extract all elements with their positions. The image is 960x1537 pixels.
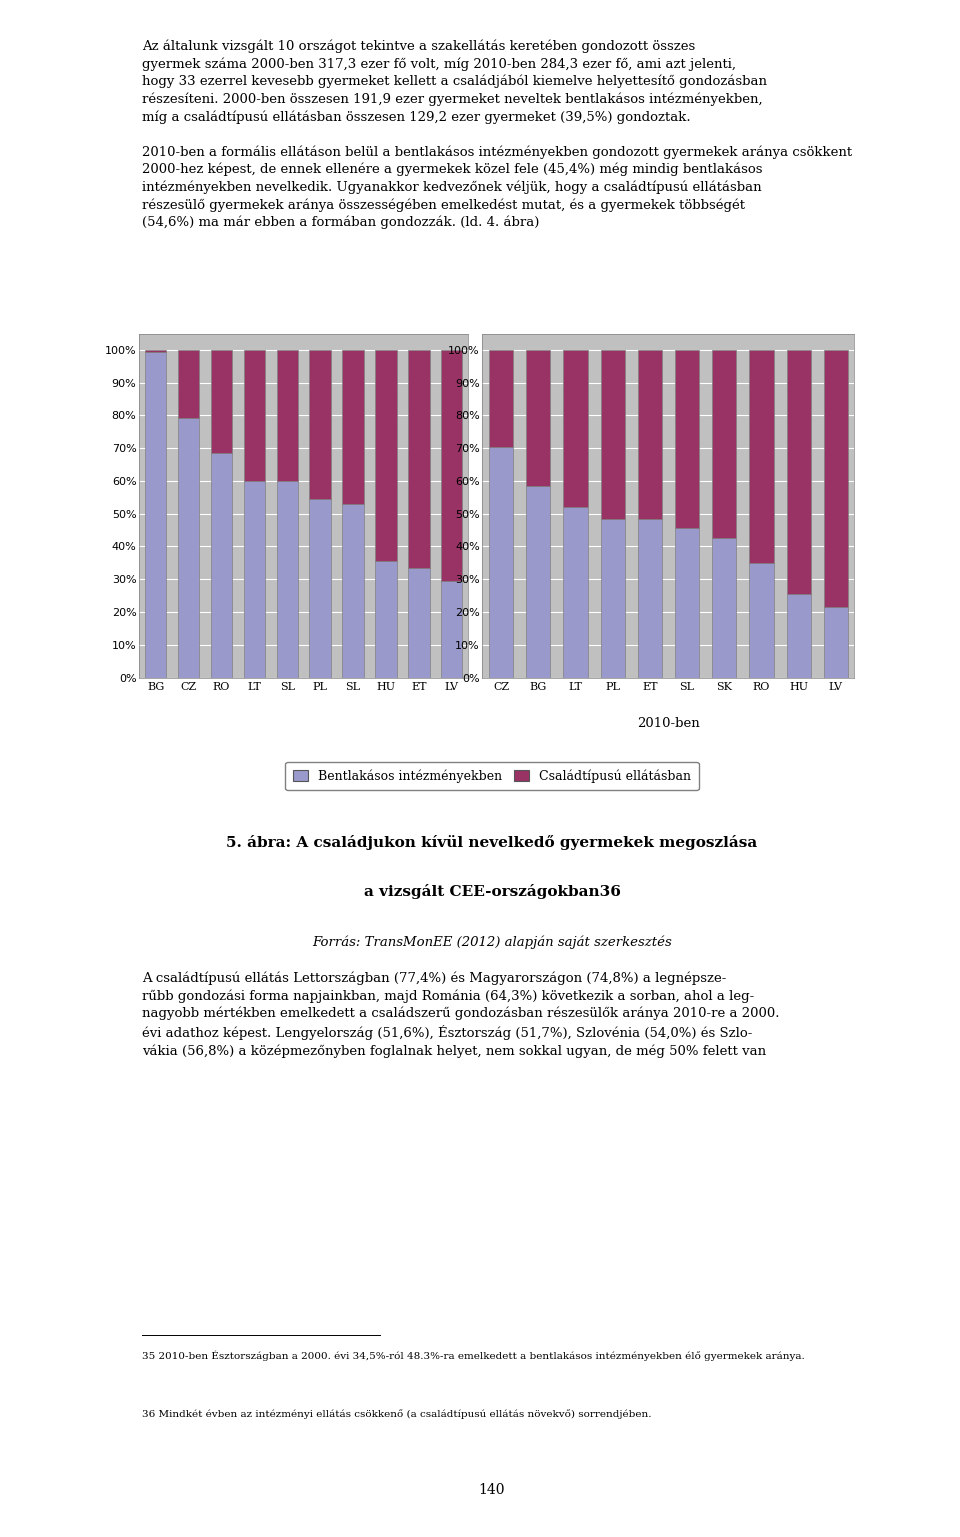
Bar	[211, 350, 232, 453]
Bar	[276, 350, 298, 481]
Bar	[375, 561, 396, 678]
Legend: Bentlakásos intézményekben, Családtípusú ellátásban: Bentlakásos intézményekben, Családtípusú…	[285, 762, 699, 790]
Bar	[178, 418, 200, 678]
Bar	[244, 350, 265, 481]
Bar	[750, 350, 774, 563]
Bar	[408, 567, 429, 678]
Text: Az általunk vizsgált 10 országot tekintve a szakellátás keretében gondozott össz: Az általunk vizsgált 10 országot tekintv…	[142, 40, 852, 229]
Bar	[637, 518, 662, 678]
Bar	[408, 350, 429, 567]
Bar	[564, 507, 588, 678]
Text: A családtípusú ellátás Lettországban (77,4%) és Magyarországon (74,8%) a legnéps: A családtípusú ellátás Lettországban (77…	[142, 971, 780, 1057]
Bar	[601, 518, 625, 678]
Bar	[824, 350, 848, 607]
Bar	[145, 352, 166, 678]
Bar	[637, 350, 662, 518]
Bar	[178, 350, 200, 418]
Bar	[824, 607, 848, 678]
Bar	[601, 350, 625, 518]
X-axis label: 2010-ben: 2010-ben	[637, 718, 700, 730]
Bar	[309, 500, 331, 678]
Bar	[675, 350, 699, 529]
Bar	[276, 481, 298, 678]
Bar	[712, 350, 736, 538]
Bar	[441, 350, 463, 581]
Bar	[786, 593, 810, 678]
Text: 35 2010-ben Észtországban a 2000. évi 34,5%-ról 48.3%-ra emelkedett a bentlakáso: 35 2010-ben Észtországban a 2000. évi 34…	[142, 1351, 805, 1360]
Bar	[489, 350, 514, 447]
Text: a vizsgált CEE-országokban36: a vizsgált CEE-országokban36	[364, 884, 620, 899]
Bar	[675, 529, 699, 678]
Bar	[343, 350, 364, 504]
Bar	[489, 447, 514, 678]
Bar	[375, 350, 396, 561]
Bar	[526, 350, 550, 486]
Bar	[343, 504, 364, 678]
Bar	[441, 581, 463, 678]
Bar	[526, 486, 550, 678]
Bar	[145, 350, 166, 352]
Bar	[564, 350, 588, 507]
Bar	[750, 563, 774, 678]
Bar	[712, 538, 736, 678]
Text: Forrás: TransMonEE (2012) alapján saját szerkesztés: Forrás: TransMonEE (2012) alapján saját …	[312, 934, 672, 948]
Bar	[244, 481, 265, 678]
Text: 5. ábra: A családjukon kívül nevelkedő gyermekek megoszlása: 5. ábra: A családjukon kívül nevelkedő g…	[227, 835, 757, 850]
Text: 36 Mindkét évben az intézményi ellátás csökkenő (a családtípusú ellátás növekvő): 36 Mindkét évben az intézményi ellátás c…	[142, 1409, 652, 1419]
Bar	[211, 453, 232, 678]
Bar	[309, 350, 331, 500]
Bar	[786, 350, 810, 593]
Text: 140: 140	[479, 1483, 505, 1497]
